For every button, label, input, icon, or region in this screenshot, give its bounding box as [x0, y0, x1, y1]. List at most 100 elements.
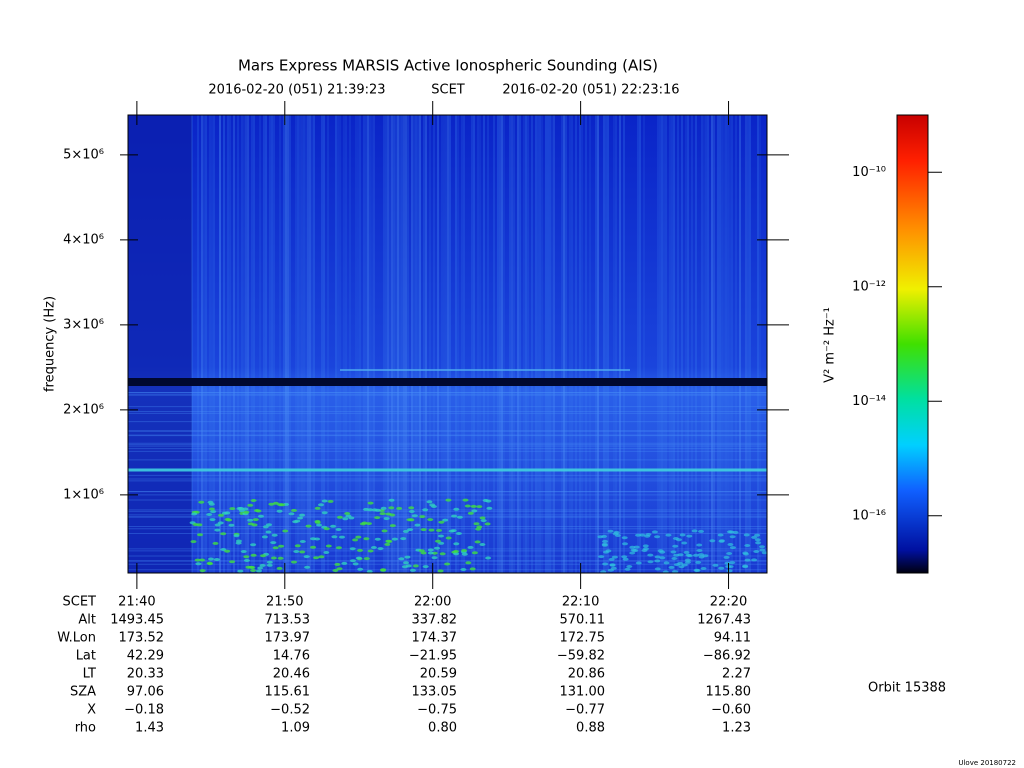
y-tick-label: 3×10⁶ [63, 317, 104, 332]
texture-blob [257, 566, 264, 570]
texture-blob [305, 524, 312, 528]
texture-blob [345, 514, 352, 518]
texture-blob [647, 560, 654, 564]
spectrogram-region [128, 115, 192, 573]
texture-blob [214, 528, 221, 532]
texture-blob [422, 508, 429, 512]
texture-blob [314, 506, 321, 510]
texture-blob [597, 535, 604, 539]
texture-blob [374, 516, 381, 520]
x-tick-label: 21:50 [266, 595, 303, 610]
texture-blob [453, 552, 460, 556]
texture-blob [461, 552, 468, 556]
texture-blob [304, 565, 311, 569]
texture-blob [465, 561, 472, 565]
texture-blob [696, 549, 703, 552]
texture-blob [252, 518, 259, 522]
ephemeris-value: −0.75 [417, 703, 457, 718]
colorbar-tick-label: 10⁻¹⁴ [852, 394, 886, 409]
texture-blob [657, 549, 664, 553]
texture-blob [191, 512, 198, 516]
texture-blob [208, 557, 214, 561]
subtitle-end: 2016-02-20 (051) 22:23:16 [502, 83, 679, 98]
texture-blob [610, 566, 617, 570]
texture-blob [471, 551, 478, 555]
texture-blob [709, 539, 716, 543]
y-tick-label: 2×10⁶ [63, 402, 104, 417]
texture-blob [759, 545, 765, 549]
texture-blob [611, 555, 618, 559]
texture-blob [693, 553, 699, 557]
texture-blob [624, 567, 631, 571]
plot-frame [127, 114, 768, 574]
texture-blob [277, 503, 284, 507]
texture-blob [683, 550, 690, 554]
texture-blob [355, 556, 362, 560]
texture-blob [467, 545, 474, 549]
texture-blob [250, 569, 257, 572]
ephemeris-row-label: X [87, 703, 96, 718]
texture-blob [331, 535, 338, 539]
ephemeris-value: −59.82 [557, 649, 605, 664]
texture-blob [391, 537, 398, 541]
texture-blob [444, 562, 451, 566]
texture-blob [605, 549, 612, 553]
texture-blob [438, 534, 444, 538]
texture-blob [299, 540, 306, 543]
texture-blob [753, 550, 760, 553]
texture-blob [448, 529, 455, 533]
texture-blob [622, 557, 629, 561]
texture-blob [681, 541, 688, 545]
texture-blob [754, 533, 761, 537]
texture-blob [303, 555, 310, 559]
texture-blob [297, 516, 304, 520]
texture-blob [240, 550, 247, 553]
texture-blob [314, 520, 321, 524]
texture-blob [221, 511, 228, 515]
texture-blob [695, 560, 702, 564]
ephemeris-value: −0.77 [565, 703, 605, 718]
texture-blob [209, 518, 216, 522]
texture-blob [323, 551, 330, 554]
ephemeris-value: −0.18 [124, 703, 164, 718]
texture-blob [743, 552, 749, 556]
texture-blob [751, 535, 758, 539]
texture-blob [729, 561, 736, 565]
texture-blob [480, 519, 487, 523]
ephemeris-value: 174.37 [412, 631, 458, 646]
texture-blob [321, 511, 328, 515]
texture-blob [726, 552, 733, 555]
x-tick-label: 22:00 [414, 595, 451, 610]
texture-blob [321, 499, 328, 503]
texture-blob [377, 547, 384, 551]
texture-blob [266, 563, 273, 567]
texture-blob [742, 564, 749, 568]
texture-blob [272, 546, 279, 550]
ephemeris-value: 94.11 [714, 631, 751, 646]
ephemeris-value: −86.92 [703, 649, 751, 664]
texture-blob [266, 523, 272, 527]
ephemeris-value: 713.53 [265, 613, 311, 628]
texture-blob [197, 533, 203, 537]
texture-blob [299, 550, 306, 554]
texture-blob [250, 553, 257, 557]
colorbar-tick-label: 10⁻¹⁶ [852, 508, 886, 523]
texture-blob [327, 499, 334, 503]
texture-blob [318, 555, 325, 559]
texture-blob [467, 511, 474, 515]
ephemeris-value: −0.52 [270, 703, 310, 718]
texture-blob [396, 506, 403, 510]
texture-blob [436, 528, 442, 532]
texture-blob [243, 510, 250, 514]
texture-blob [686, 534, 693, 538]
texture-blob [630, 548, 637, 552]
texture-blob [336, 515, 343, 519]
texture-blob [479, 516, 486, 520]
ephemeris-value: 115.61 [265, 685, 311, 700]
texture-blob [398, 557, 405, 561]
y-axis-label: frequency (Hz) [43, 296, 58, 392]
texture-blob [294, 544, 301, 548]
texture-blob [218, 513, 224, 517]
texture-blob [349, 547, 356, 551]
colorbar-tick-label: 10⁻¹² [852, 279, 886, 294]
